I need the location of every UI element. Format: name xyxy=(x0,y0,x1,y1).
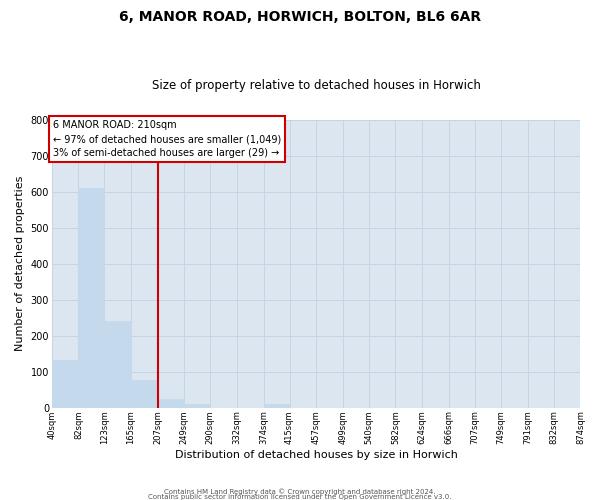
Bar xyxy=(263,404,290,407)
Text: Contains public sector information licensed under the Open Government Licence v3: Contains public sector information licen… xyxy=(148,494,452,500)
Text: 6, MANOR ROAD, HORWICH, BOLTON, BL6 6AR: 6, MANOR ROAD, HORWICH, BOLTON, BL6 6AR xyxy=(119,10,481,24)
Bar xyxy=(158,398,184,407)
Title: Size of property relative to detached houses in Horwich: Size of property relative to detached ho… xyxy=(152,79,481,92)
Bar xyxy=(131,380,158,407)
Bar xyxy=(79,188,104,408)
Y-axis label: Number of detached properties: Number of detached properties xyxy=(15,176,25,352)
Bar xyxy=(104,321,131,408)
Bar xyxy=(52,360,79,408)
Text: Contains HM Land Registry data © Crown copyright and database right 2024.: Contains HM Land Registry data © Crown c… xyxy=(164,488,436,495)
Bar xyxy=(184,404,211,407)
X-axis label: Distribution of detached houses by size in Horwich: Distribution of detached houses by size … xyxy=(175,450,458,460)
Text: 6 MANOR ROAD: 210sqm
← 97% of detached houses are smaller (1,049)
3% of semi-det: 6 MANOR ROAD: 210sqm ← 97% of detached h… xyxy=(53,120,281,158)
